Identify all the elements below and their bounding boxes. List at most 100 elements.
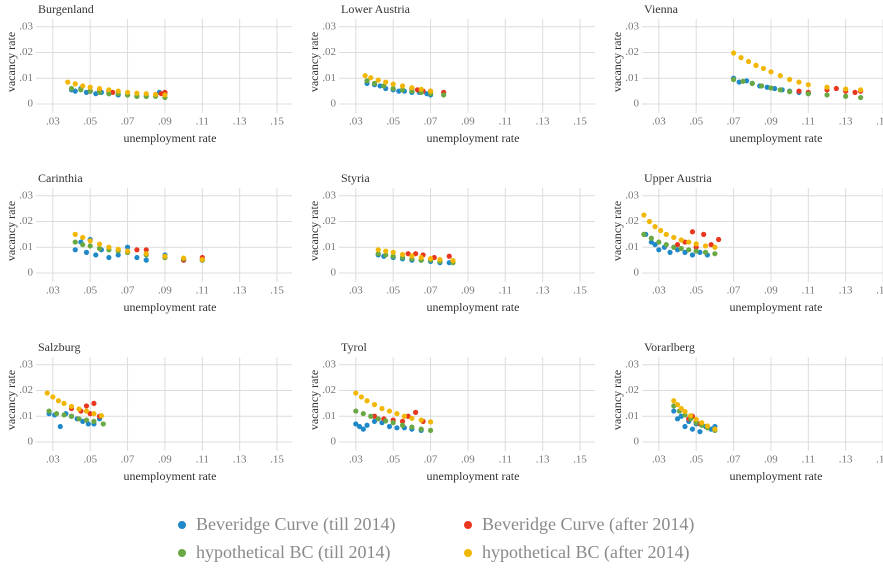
scatter-point	[674, 242, 681, 248]
y-tick-label: .03	[322, 189, 336, 201]
scatter-point	[383, 79, 389, 85]
x-tick-label: .03	[349, 116, 363, 128]
scatter-point	[787, 76, 793, 83]
scatter-point	[162, 253, 168, 259]
x-tick-label: .05	[689, 285, 703, 297]
scatter-point	[796, 88, 802, 94]
y-tick-label: .02	[322, 215, 336, 227]
x-tick-label: .05	[386, 285, 400, 297]
scatter-point	[124, 248, 131, 254]
panel: .03 .05 .07 .09 .11 .13 .15 0 .01 .02 .03 Tyrol unem…	[307, 340, 595, 483]
panel: .03 .05 .07 .09 .11 .13 .15 0 .01 .02 .03 Vienna une…	[610, 2, 883, 145]
scatter-point	[753, 62, 759, 68]
legend-label: Beveridge Curve (till 2014)	[196, 514, 395, 535]
x-tick-label: .03	[349, 285, 363, 297]
scatter-point	[674, 402, 681, 408]
scatter-point	[68, 403, 75, 410]
scatter-point	[658, 227, 664, 234]
scatter-point	[65, 79, 71, 85]
scatter-point	[689, 229, 696, 235]
scatter-point	[843, 86, 849, 92]
scatter-point	[358, 394, 365, 400]
scatter-point	[106, 87, 112, 93]
panel-title: Styria	[341, 171, 370, 185]
y-tick-label: 0	[634, 436, 640, 448]
scatter-point	[375, 77, 381, 83]
y-tick-label: .03	[625, 189, 639, 201]
x-tick-label: .07	[121, 454, 135, 466]
scatter-point	[413, 251, 419, 257]
scatter-point	[83, 249, 90, 255]
x-tick-label: .11	[499, 285, 512, 297]
x-tick-label: .07	[424, 454, 438, 466]
scatter-point	[858, 94, 864, 101]
y-tick-label: 0	[331, 436, 337, 448]
scatter-point	[760, 65, 767, 72]
x-axis-label: unemployment rate	[730, 131, 823, 145]
panel: .03 .05 .07 .09 .11 .13 .15 0 .01 .02 .03 Carinthia…	[4, 171, 292, 314]
scatter-point	[824, 84, 830, 90]
x-tick-label: .13	[233, 285, 247, 297]
panel-title: Tyrol	[341, 340, 367, 354]
y-tick-label: .01	[19, 241, 33, 253]
scatter-point	[745, 58, 752, 65]
panel: .03 .05 .07 .09 .11 .13 .15 0 .01 .02 .03 Salzburg u…	[4, 340, 292, 483]
x-tick-label: .07	[424, 285, 438, 297]
y-axis-label: vacancy rate	[307, 32, 321, 92]
scatter-point	[72, 239, 78, 245]
scatter-point	[368, 413, 374, 419]
scatter-point	[390, 253, 396, 259]
scatter-point	[98, 413, 105, 419]
scatter-point	[87, 238, 93, 244]
scatter-point	[740, 78, 746, 84]
panel-title: Upper Austria	[644, 171, 712, 185]
x-tick-label: .07	[121, 285, 135, 297]
scatter-point	[418, 417, 424, 423]
scatter-point	[371, 80, 378, 86]
scatter-point	[364, 398, 370, 404]
scatter-point	[686, 239, 692, 245]
scatter-point	[418, 426, 424, 432]
y-tick-label: .01	[322, 241, 336, 253]
scatter-point	[843, 93, 849, 99]
x-tick-label: .09	[158, 285, 172, 297]
y-tick-label: 0	[28, 436, 34, 448]
scatter-point	[55, 398, 62, 404]
y-tick-label: .02	[19, 384, 33, 396]
scatter-point	[697, 429, 703, 435]
panel: .03 .05 .07 .09 .11 .13 .15 0 .01 .02 .03 Lower Aus…	[307, 2, 595, 145]
scatter-point	[115, 252, 121, 258]
y-tick-label: .03	[322, 358, 336, 370]
scatter-point	[152, 91, 159, 98]
x-tick-label: .11	[802, 454, 815, 466]
scatter-point	[409, 253, 415, 259]
scatter-point	[671, 408, 677, 414]
scatter-point	[87, 84, 93, 90]
x-tick-label: .07	[424, 116, 438, 128]
y-tick-label: .02	[322, 384, 336, 396]
y-tick-label: .01	[322, 72, 336, 84]
x-axis-label: unemployment rate	[730, 300, 823, 314]
x-tick-label: .11	[802, 116, 815, 128]
x-tick-label: .13	[536, 285, 550, 297]
scatter-point	[386, 423, 393, 430]
scatter-point	[738, 55, 744, 61]
scatter-point	[115, 88, 121, 94]
scatter-point	[805, 82, 811, 88]
x-tick-label: .15	[270, 116, 284, 128]
scatter-point	[364, 78, 370, 84]
y-tick-label: .02	[19, 215, 33, 227]
scatter-point	[375, 251, 381, 257]
x-tick-label: .03	[652, 454, 666, 466]
x-tick-label: .07	[727, 454, 741, 466]
scatter-point	[648, 235, 654, 241]
scatter-point	[57, 423, 63, 430]
scatter-point	[364, 422, 370, 428]
x-tick-label: .09	[764, 116, 778, 128]
y-axis-label: vacancy rate	[4, 370, 18, 430]
scatter-point	[375, 247, 381, 253]
scatter-point	[427, 255, 434, 262]
x-tick-label: .15	[876, 116, 883, 128]
scatter-point	[858, 87, 864, 93]
legend-marker	[178, 521, 186, 529]
